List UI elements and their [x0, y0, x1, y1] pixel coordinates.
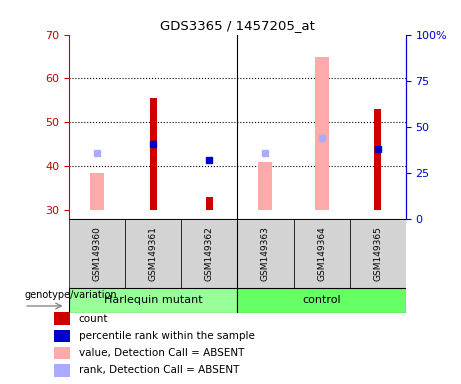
- Bar: [374, 109, 381, 210]
- Text: GSM149363: GSM149363: [261, 226, 270, 281]
- Bar: [181, 219, 237, 288]
- Bar: [54, 330, 71, 342]
- Text: GSM149364: GSM149364: [317, 226, 326, 281]
- Bar: [349, 219, 406, 288]
- Bar: [294, 219, 349, 288]
- Text: genotype/variation: genotype/variation: [24, 290, 117, 300]
- Bar: [54, 313, 71, 325]
- Text: count: count: [78, 314, 108, 324]
- Text: value, Detection Call = ABSENT: value, Detection Call = ABSENT: [78, 348, 244, 358]
- Bar: [54, 347, 71, 359]
- Bar: [314, 56, 329, 210]
- Bar: [69, 219, 125, 288]
- Bar: [150, 98, 157, 210]
- Text: rank, Detection Call = ABSENT: rank, Detection Call = ABSENT: [78, 366, 239, 376]
- Bar: [90, 173, 104, 210]
- Bar: [206, 197, 213, 210]
- Text: control: control: [302, 295, 341, 306]
- Title: GDS3365 / 1457205_at: GDS3365 / 1457205_at: [160, 19, 315, 32]
- Text: GSM149362: GSM149362: [205, 226, 214, 281]
- Text: GSM149365: GSM149365: [373, 226, 382, 281]
- Bar: [237, 219, 294, 288]
- Bar: [125, 219, 181, 288]
- Bar: [259, 162, 272, 210]
- Bar: [237, 288, 406, 313]
- Bar: [69, 288, 237, 313]
- Text: Harlequin mutant: Harlequin mutant: [104, 295, 202, 306]
- Text: percentile rank within the sample: percentile rank within the sample: [78, 331, 254, 341]
- Text: GSM149360: GSM149360: [93, 226, 102, 281]
- Text: GSM149361: GSM149361: [149, 226, 158, 281]
- Bar: [54, 364, 71, 377]
